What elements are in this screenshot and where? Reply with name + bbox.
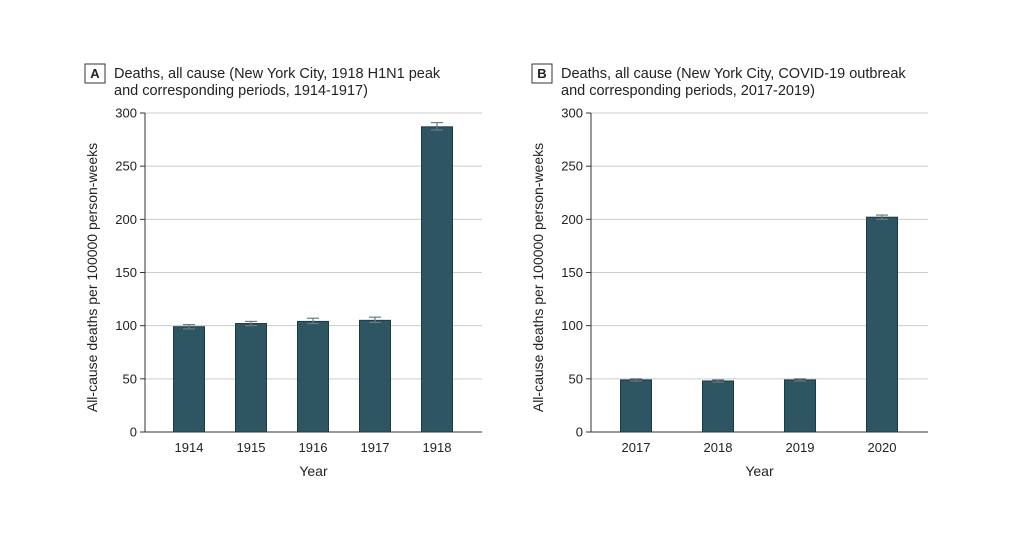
panel-b-bar-2020: [866, 216, 898, 433]
panel-b-ytick-label-3: 150: [561, 265, 583, 280]
panel-a-xtick-label-1916: 1916: [299, 440, 328, 455]
panel-a-bar-1916: [297, 320, 329, 433]
panel-a-bar-1915: [235, 323, 267, 433]
panel-b-bar-2017: [620, 379, 652, 433]
panel-b-xtick-label-2017: 2017: [622, 440, 651, 455]
panel-b-x-axis-label: Year: [745, 463, 774, 479]
panel-b-letter-box: [531, 63, 553, 84]
panel-b-letter: B: [537, 66, 546, 81]
panel-a-ytick-label-6: 300: [115, 106, 137, 121]
panel-b-ytick-label-1: 50: [569, 371, 583, 386]
panel-b-title-line-2: and corresponding periods, 2017-2019): [561, 83, 815, 99]
panel-b-xtick-label-2020: 2020: [868, 440, 897, 455]
panel-a-xtick-label-1917: 1917: [361, 440, 390, 455]
panel-b-ytick-label-2: 100: [561, 318, 583, 333]
panel-a-letter-box: [84, 63, 106, 84]
panel-b-y-axis-label: All-cause deaths per 100000 person-weeks: [530, 143, 546, 412]
panel-a-y-axis-label: All-cause deaths per 100000 person-weeks: [84, 143, 100, 412]
panel-a-ytick-label-0: 0: [130, 425, 137, 440]
panel-a-x-axis-label: Year: [299, 463, 328, 479]
panel-a-letter: A: [90, 66, 100, 81]
panel-a-ytick-label-3: 150: [115, 265, 137, 280]
panel-a-title-line-2: and corresponding periods, 1914-1917): [114, 83, 368, 99]
panel-b-bar-2018: [702, 380, 734, 433]
panel-b-ytick-label-5: 250: [561, 159, 583, 174]
panel-a-bar-1917: [359, 319, 391, 433]
panel-a-xtick-label-1918: 1918: [423, 440, 452, 455]
panel-a-xtick-label-1915: 1915: [237, 440, 266, 455]
panel-b-ytick-label-0: 0: [576, 425, 583, 440]
panel-b-xtick-label-2018: 2018: [704, 440, 733, 455]
panel-b-xtick-label-2019: 2019: [786, 440, 815, 455]
panel-a-bar-1918: [421, 126, 453, 433]
panel-b-title-line-1: Deaths, all cause (New York City, COVID-…: [561, 66, 906, 82]
panel-a-ytick-label-2: 100: [115, 318, 137, 333]
panel-a-ytick-label-5: 250: [115, 159, 137, 174]
panel-b-ytick-label-6: 300: [561, 106, 583, 121]
panel-b-bar-2019: [784, 379, 816, 433]
panel-a-bar-1914: [173, 326, 205, 433]
panel-b-ytick-label-4: 200: [561, 212, 583, 227]
panel-a-ytick-label-4: 200: [115, 212, 137, 227]
panel-a-ytick-label-1: 50: [123, 371, 137, 386]
panel-a-title-line-1: Deaths, all cause (New York City, 1918 H…: [114, 66, 441, 82]
panel-a-xtick-label-1914: 1914: [175, 440, 204, 455]
